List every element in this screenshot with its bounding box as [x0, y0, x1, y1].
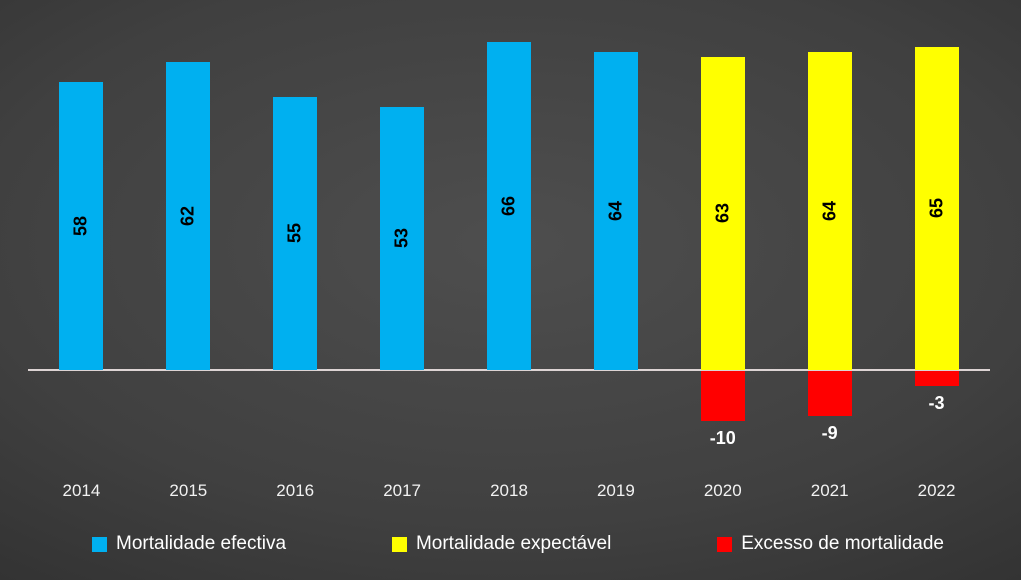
legend-label-excesso-de-mortalidade: Excesso de mortalidade	[741, 533, 944, 554]
bar-mortalidade-expectavel-2020	[700, 56, 745, 370]
bar-mortalidade-efectiva-2018	[487, 41, 531, 370]
bar-excesso-de-mortalidade-2022	[914, 371, 959, 386]
x-axis-label-2017: 2017	[383, 481, 422, 500]
x-axis-line	[28, 369, 990, 371]
bar-mortalidade-expectavel-2021	[807, 51, 852, 370]
bar-excesso-de-mortalidade-2020	[700, 371, 745, 421]
bar-value-label-2016: 55	[284, 223, 305, 244]
x-axis-label-2019: 2019	[596, 481, 635, 500]
bar-mortalidade-expectavel-2022	[914, 46, 959, 370]
legend-label-mortalidade-expectavel: Mortalidade expectável	[415, 533, 612, 554]
x-axis-label-2021: 2021	[810, 481, 849, 500]
legend-item-mortalidade-expectavel: Mortalidade expectável	[391, 533, 612, 555]
x-axis-label-2020: 2020	[703, 481, 742, 500]
bar-value-label-2017: 53	[391, 228, 412, 249]
legend-swatch-red	[717, 536, 733, 552]
bar-mortalidade-efectiva-2014	[59, 81, 104, 370]
legend-label-mortalidade-efectiva: Mortalidade efectiva	[116, 533, 287, 554]
x-axis-label-2014: 2014	[62, 481, 101, 500]
bar-value-label-2020: 63	[712, 203, 733, 224]
x-axis-label-2018: 2018	[490, 481, 528, 500]
bar-value-label-2020-negative: -10	[709, 427, 736, 448]
bar-value-label-2022: 65	[926, 198, 947, 219]
bar-value-label-2015: 62	[177, 205, 198, 226]
x-axis-label-2016: 2016	[276, 481, 315, 500]
x-axis-label-2015: 2015	[169, 481, 208, 500]
bar-value-label-2018: 66	[498, 195, 519, 216]
legend-swatch-yellow	[391, 536, 407, 552]
bar-mortalidade-efectiva-2019	[593, 51, 638, 370]
bar-excesso-de-mortalidade-2021	[807, 371, 852, 416]
bar-mortalidade-efectiva-2016	[273, 96, 318, 370]
bar-value-label-2021-negative: -9	[821, 422, 838, 443]
bar-value-label-2019: 64	[605, 200, 626, 221]
bar-value-label-2014: 58	[70, 215, 91, 236]
legend-item-excesso-de-mortalidade: Excesso de mortalidade	[717, 533, 944, 555]
legend: Mortalidade efectiva Mortalidade expectá…	[92, 533, 944, 555]
bar-mortalidade-efectiva-2017	[380, 106, 425, 370]
x-axis-label-2022: 2022	[917, 481, 956, 500]
bar-value-label-2021: 64	[819, 200, 840, 221]
bar-mortalidade-efectiva-2015	[166, 61, 211, 370]
legend-swatch-blue	[92, 536, 107, 552]
legend-item-mortalidade-efectiva: Mortalidade efectiva	[92, 533, 286, 555]
bar-value-label-2022-negative: -3	[928, 392, 945, 413]
